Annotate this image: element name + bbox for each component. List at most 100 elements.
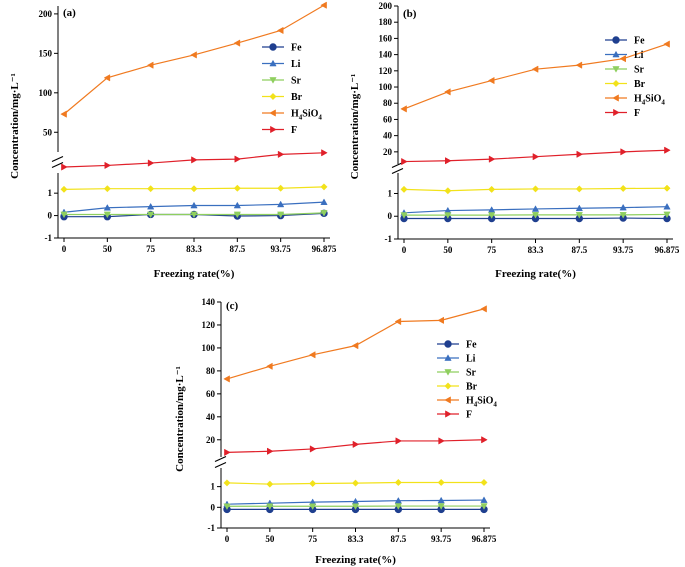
data-point-f [401, 157, 408, 166]
y-tick-label: 120 [379, 66, 393, 76]
y-tick-label: -1 [385, 234, 393, 244]
x-tick-label: 0 [225, 534, 230, 544]
data-point-h4sio4 [146, 61, 154, 69]
data-point-sr [480, 503, 488, 510]
data-point-sr [223, 503, 231, 510]
data-point-h4sio4 [320, 1, 327, 9]
data-point-li [531, 205, 540, 212]
legend-label-main: Sr [291, 76, 302, 87]
legend-label-fe: Fe [291, 43, 302, 54]
axis-break-mark [214, 455, 227, 469]
panel-label: (a) [63, 7, 76, 19]
data-point-sr [60, 211, 68, 219]
data-point-li [663, 202, 671, 210]
data-point-f [191, 156, 198, 164]
data-point-f [309, 445, 317, 453]
x-tick-label: 83.3 [186, 244, 202, 254]
data-point-br [444, 187, 452, 195]
data-point-sr [233, 211, 241, 219]
data-point-sr [400, 212, 408, 219]
legend-label-br: Br [634, 79, 646, 90]
data-point-br [309, 479, 317, 488]
data-point-h4sio4 [575, 61, 583, 69]
y-tick-label: 140 [202, 297, 216, 307]
y-axis-label: Concentration/mg·L⁻¹ [9, 73, 21, 179]
x-tick-label: 50 [265, 534, 275, 544]
data-point-br [437, 478, 445, 487]
axis-break-gap [51, 158, 65, 167]
x-axis-label: Freezing rate(%) [495, 268, 576, 280]
y-tick-label: 1 [211, 482, 216, 492]
legend-label-main: Fe [466, 340, 477, 351]
legend-label-li: Li [466, 354, 476, 365]
y-tick-label: 20 [206, 435, 216, 445]
data-point-br [400, 185, 408, 193]
legend-label-fe: Fe [466, 340, 477, 351]
data-point-br [619, 184, 627, 193]
data-point-f [147, 159, 155, 167]
legend-marker-h4sio4 [612, 94, 619, 102]
y-tick-label: 80 [206, 366, 216, 376]
legend-marker-li [612, 50, 620, 58]
x-tick-label: 96.875 [472, 534, 497, 544]
data-point-f [352, 440, 360, 448]
data-point-li [619, 203, 627, 211]
legend-label-h4sio4: H4SiO4 [466, 396, 497, 409]
data-point-f [277, 150, 285, 158]
legend-label-main: H [634, 94, 642, 105]
y-tick-label: 1 [388, 188, 393, 198]
data-point-h4sio4 [663, 40, 670, 48]
data-point-f [395, 437, 403, 445]
data-point-sr [394, 503, 402, 510]
x-tick-label: 75 [146, 244, 156, 254]
data-point-f [532, 153, 540, 161]
legend-marker-f [270, 125, 277, 134]
data-point-li [190, 201, 198, 209]
data-point-f [234, 155, 242, 163]
y-tick-label: -1 [45, 233, 53, 243]
legend-label-main: Li [291, 59, 301, 70]
data-point-sr [277, 211, 285, 219]
y-tick-label: 200 [39, 9, 53, 19]
data-point-h4sio4 [444, 88, 451, 96]
legend-label-main: Fe [291, 43, 302, 54]
y-tick-label: 100 [202, 343, 216, 353]
panel-label: (b) [403, 8, 417, 20]
y-tick-label: 20 [383, 147, 393, 157]
legend-label-li: Li [634, 50, 644, 61]
data-point-h4sio4 [480, 305, 487, 313]
data-point-sr [266, 503, 274, 510]
chart-panel-a: 50 100 150 200 -1 0 1 0 50 75 83.3 87.5 93.75 96.875 F… [9, 1, 337, 280]
data-point-h4sio4 [308, 351, 316, 359]
legend-label-main: F [634, 108, 640, 119]
legend-label-main: Sr [634, 65, 645, 76]
legend-marker-h4sio4 [269, 109, 276, 117]
data-point-sr [444, 212, 452, 219]
y-tick-label: 60 [383, 114, 393, 124]
y-tick-label: 100 [379, 82, 393, 92]
x-tick-label: 96.875 [312, 244, 337, 254]
panel-label: (c) [226, 300, 239, 312]
legend-label-main: Li [466, 354, 476, 365]
data-point-sr [103, 211, 111, 219]
legend-label-main: Fe [634, 36, 645, 47]
legend-label-li: Li [291, 59, 301, 70]
data-point-f [224, 448, 231, 457]
series-line-h4sio4 [403, 43, 668, 110]
data-point-sr [190, 211, 198, 219]
axis-break-gap [214, 458, 228, 467]
y-tick-label: 160 [379, 33, 393, 43]
data-point-br [575, 185, 583, 193]
legend-label-sr: Sr [466, 368, 477, 379]
data-point-sr [531, 212, 540, 219]
data-point-sr [437, 503, 445, 510]
x-tick-label: 0 [62, 244, 67, 254]
data-point-h4sio4 [487, 76, 495, 85]
data-point-h4sio4 [190, 51, 197, 59]
chart-panel-c: 20 40 60 80 100 120 140 -1 0 1 0 50 75 83.3 87.5 93.75 9… [174, 297, 497, 566]
legend-marker-li [444, 354, 452, 361]
y-tick-label: 50 [43, 127, 53, 137]
x-tick-label: 96.875 [655, 245, 680, 255]
data-point-sr [663, 211, 671, 219]
